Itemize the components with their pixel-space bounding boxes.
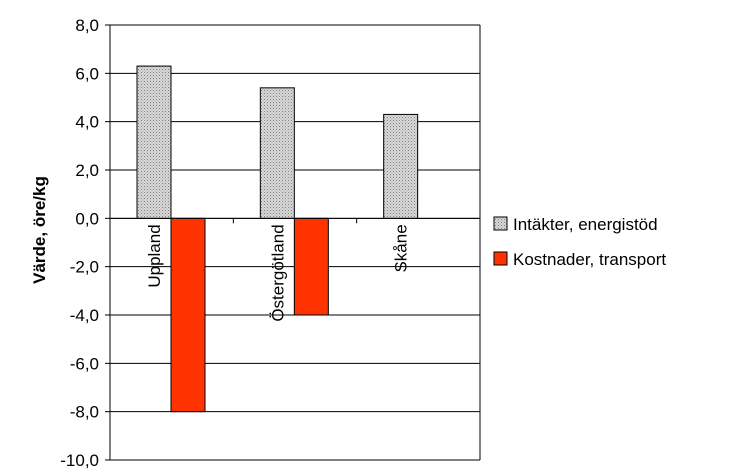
bar-intakter-0 <box>136 65 172 219</box>
bar-intakter-1 <box>259 87 295 219</box>
y-tick-label: -6,0 <box>70 354 99 373</box>
y-tick-label: 2,0 <box>75 161 99 180</box>
legend-swatch <box>493 251 508 266</box>
category-labels: Uppland Östergötland Skåne <box>145 224 411 321</box>
axes <box>105 24 481 461</box>
y-tick-label: -4,0 <box>70 306 99 325</box>
bar-kostnader-1 <box>293 217 329 316</box>
y-tick-label: -2,0 <box>70 258 99 277</box>
category-label: Uppland <box>145 224 164 287</box>
y-tick-label: 0,0 <box>75 209 99 228</box>
legend-swatch <box>493 216 508 231</box>
bar-kostnader-0 <box>170 217 206 413</box>
legend: Intäkter, energistöd Kostnader, transport <box>493 215 666 269</box>
y-tick-label: -8,0 <box>70 403 99 422</box>
y-tick-label: 8,0 <box>75 16 99 35</box>
bars <box>136 65 419 413</box>
category-label: Östergötland <box>268 224 287 321</box>
category-label: Skåne <box>392 224 411 272</box>
y-axis-label: Värde, öre/kg <box>30 176 49 284</box>
y-tick-label: -10,0 <box>60 451 99 470</box>
legend-label: Kostnader, transport <box>513 250 666 269</box>
y-tick-label: 6,0 <box>75 64 99 83</box>
y-tick-labels: 8,0 6,0 4,0 2,0 0,0 -2,0 -4,0 -6,0 -8,0 -10,0 <box>60 16 99 470</box>
legend-label: Intäkter, energistöd <box>513 215 658 234</box>
bar-intakter-2 <box>383 113 419 219</box>
y-tick-label: 4,0 <box>75 113 99 132</box>
